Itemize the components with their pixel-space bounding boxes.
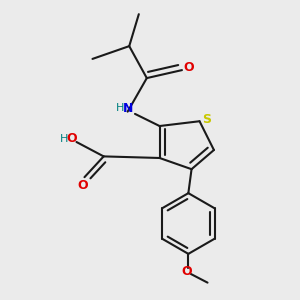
Text: O: O bbox=[78, 179, 88, 192]
Text: H: H bbox=[116, 103, 124, 113]
Text: O: O bbox=[184, 61, 194, 74]
Text: O: O bbox=[182, 265, 192, 278]
Text: S: S bbox=[202, 113, 211, 126]
Text: N: N bbox=[122, 102, 133, 115]
Text: O: O bbox=[66, 132, 77, 145]
Text: H: H bbox=[59, 134, 68, 144]
